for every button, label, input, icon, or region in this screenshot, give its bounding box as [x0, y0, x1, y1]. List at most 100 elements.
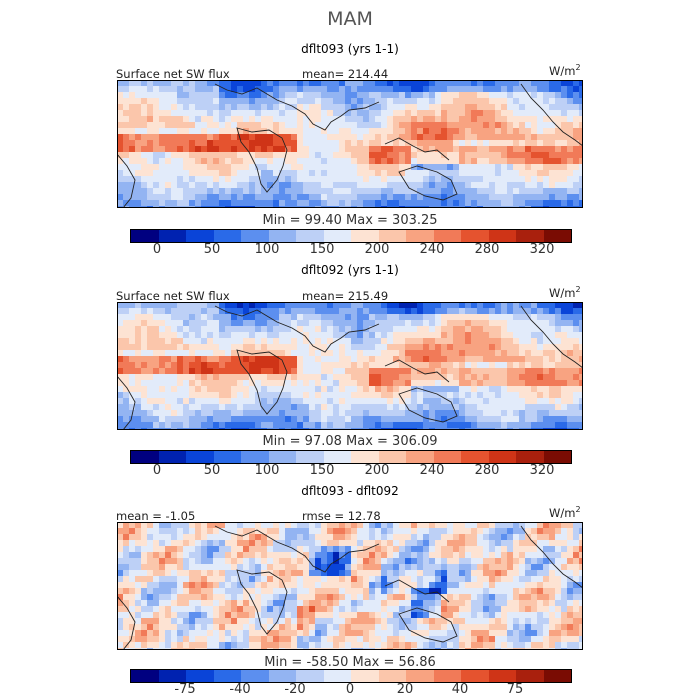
colorbar-swatch: [543, 230, 571, 242]
colorbar-swatch: [433, 451, 461, 463]
colorbar-tick-label: 50: [203, 463, 221, 478]
colorbar-swatch: [131, 230, 159, 242]
colorbar-swatch: [323, 451, 351, 463]
coastline: [214, 525, 380, 573]
colorbar-swatch: [131, 451, 159, 463]
colorbar-swatch: [516, 451, 544, 463]
coastline: [236, 127, 288, 193]
colorbar-tick-label: 150: [309, 242, 335, 257]
panel-1-variable-label: Surface net SW flux: [116, 67, 230, 81]
colorbar-swatch: [241, 230, 269, 242]
colorbar-tick-label: 200: [364, 242, 390, 257]
colorbar-swatch: [296, 670, 324, 682]
panel-1-map: [117, 80, 583, 208]
colorbar-swatch: [488, 451, 516, 463]
coastline: [384, 579, 450, 603]
colorbar-swatch: [543, 670, 571, 682]
colorbar-swatch: [186, 451, 214, 463]
colorbar-tick-label: 50: [203, 242, 221, 257]
colorbar-swatch: [488, 230, 516, 242]
panel-2-mean-label: mean= 215.49: [302, 289, 389, 303]
colorbar-swatch: [406, 670, 434, 682]
coastline: [520, 525, 583, 589]
colorbar-tick-label: 100: [254, 463, 280, 478]
colorbar-swatch: [516, 670, 544, 682]
colorbar-swatch: [241, 670, 269, 682]
colorbar-swatch: [158, 451, 186, 463]
colorbar-tick-label: -75: [174, 682, 196, 697]
coastline: [214, 305, 380, 353]
panel-2-map: [117, 302, 583, 430]
colorbar-tick-label: 0: [152, 242, 162, 257]
colorbar-swatch: [213, 230, 241, 242]
colorbar-tick-label: 280: [474, 463, 500, 478]
colorbar-swatch: [351, 451, 379, 463]
panel-3-rmse-label: rmse = 12.78: [302, 509, 381, 523]
coastline: [117, 153, 136, 208]
colorbar-swatch: [323, 230, 351, 242]
colorbar-swatch: [543, 451, 571, 463]
colorbar-swatch: [131, 670, 159, 682]
colorbar-tick-label: 240: [419, 242, 445, 257]
colorbar-swatch: [351, 230, 379, 242]
colorbar-tick-label: 40: [451, 682, 469, 697]
colorbar-tick-label: 75: [506, 682, 524, 697]
colorbar-swatch: [378, 670, 406, 682]
colorbar-swatch: [158, 230, 186, 242]
panel-3-title: dflt093 - dflt092: [301, 484, 399, 498]
panel-2-unit-label: W/m2: [549, 285, 581, 300]
colorbar-swatch: [186, 230, 214, 242]
colorbar-tick-label: 240: [419, 463, 445, 478]
coastline: [398, 165, 458, 201]
colorbar-swatch: [351, 670, 379, 682]
colorbar-swatch: [378, 230, 406, 242]
colorbar-tick-label: 320: [529, 463, 555, 478]
panel-1-mean-label: mean= 214.44: [302, 67, 389, 81]
panel-2-title: dflt092 (yrs 1-1): [301, 263, 399, 277]
colorbar-swatch: [268, 230, 296, 242]
colorbar-swatch: [461, 670, 489, 682]
colorbar-tick-label: 200: [364, 463, 390, 478]
panel-3-min-max: Min = -58.50 Max = 56.86: [264, 655, 436, 670]
coastline: [117, 375, 136, 430]
colorbar-tick-label: 0: [345, 682, 355, 697]
panel-1-title: dflt093 (yrs 1-1): [301, 42, 399, 56]
colorbar-swatch: [406, 230, 434, 242]
coastline: [236, 349, 288, 415]
colorbar-swatch: [488, 670, 516, 682]
colorbar-tick-label: 320: [529, 242, 555, 257]
colorbar-tick-label: 280: [474, 242, 500, 257]
colorbar-swatch: [406, 451, 434, 463]
panel-3-unit-label: W/m2: [549, 505, 581, 520]
colorbar-swatch: [516, 230, 544, 242]
panel-1-unit-label: W/m2: [549, 63, 581, 78]
colorbar-swatch: [461, 230, 489, 242]
panel-3-colorbar: [130, 669, 572, 683]
coastline: [398, 607, 458, 643]
colorbar-swatch: [241, 451, 269, 463]
coastline: [384, 137, 450, 161]
colorbar-swatch: [296, 230, 324, 242]
panel-1-min-max: Min = 99.40 Max = 303.25: [262, 213, 438, 228]
coastline: [520, 83, 583, 147]
colorbar-tick-label: 0: [152, 463, 162, 478]
colorbar-swatch: [268, 670, 296, 682]
coastline: [236, 569, 288, 635]
panel-2-colorbar: [130, 450, 572, 464]
colorbar-swatch: [296, 451, 324, 463]
colorbar-swatch: [186, 670, 214, 682]
coastline: [398, 387, 458, 423]
colorbar-swatch: [323, 670, 351, 682]
panel-2-min-max: Min = 97.08 Max = 306.09: [262, 434, 438, 449]
colorbar-swatch: [268, 451, 296, 463]
coastline: [384, 359, 450, 383]
colorbar-tick-label: 150: [309, 463, 335, 478]
panel-3-map: [117, 522, 583, 650]
colorbar-tick-label: 100: [254, 242, 280, 257]
coastline: [214, 83, 380, 131]
colorbar-tick-label: -20: [284, 682, 306, 697]
panel-3-mean-label: mean = -1.05: [116, 509, 196, 523]
coastline: [520, 305, 583, 369]
colorbar-swatch: [461, 451, 489, 463]
colorbar-swatch: [213, 451, 241, 463]
